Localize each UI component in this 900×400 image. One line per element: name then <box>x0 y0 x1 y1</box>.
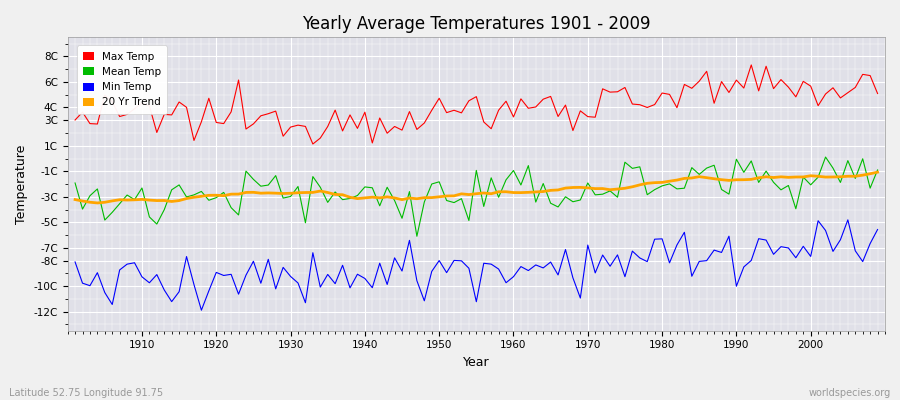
X-axis label: Year: Year <box>463 356 490 369</box>
Text: Latitude 52.75 Longitude 91.75: Latitude 52.75 Longitude 91.75 <box>9 388 163 398</box>
Legend: Max Temp, Mean Temp, Min Temp, 20 Yr Trend: Max Temp, Mean Temp, Min Temp, 20 Yr Tre… <box>76 46 167 114</box>
Title: Yearly Average Temperatures 1901 - 2009: Yearly Average Temperatures 1901 - 2009 <box>302 15 651 33</box>
Text: worldspecies.org: worldspecies.org <box>809 388 891 398</box>
Y-axis label: Temperature: Temperature <box>15 144 28 224</box>
